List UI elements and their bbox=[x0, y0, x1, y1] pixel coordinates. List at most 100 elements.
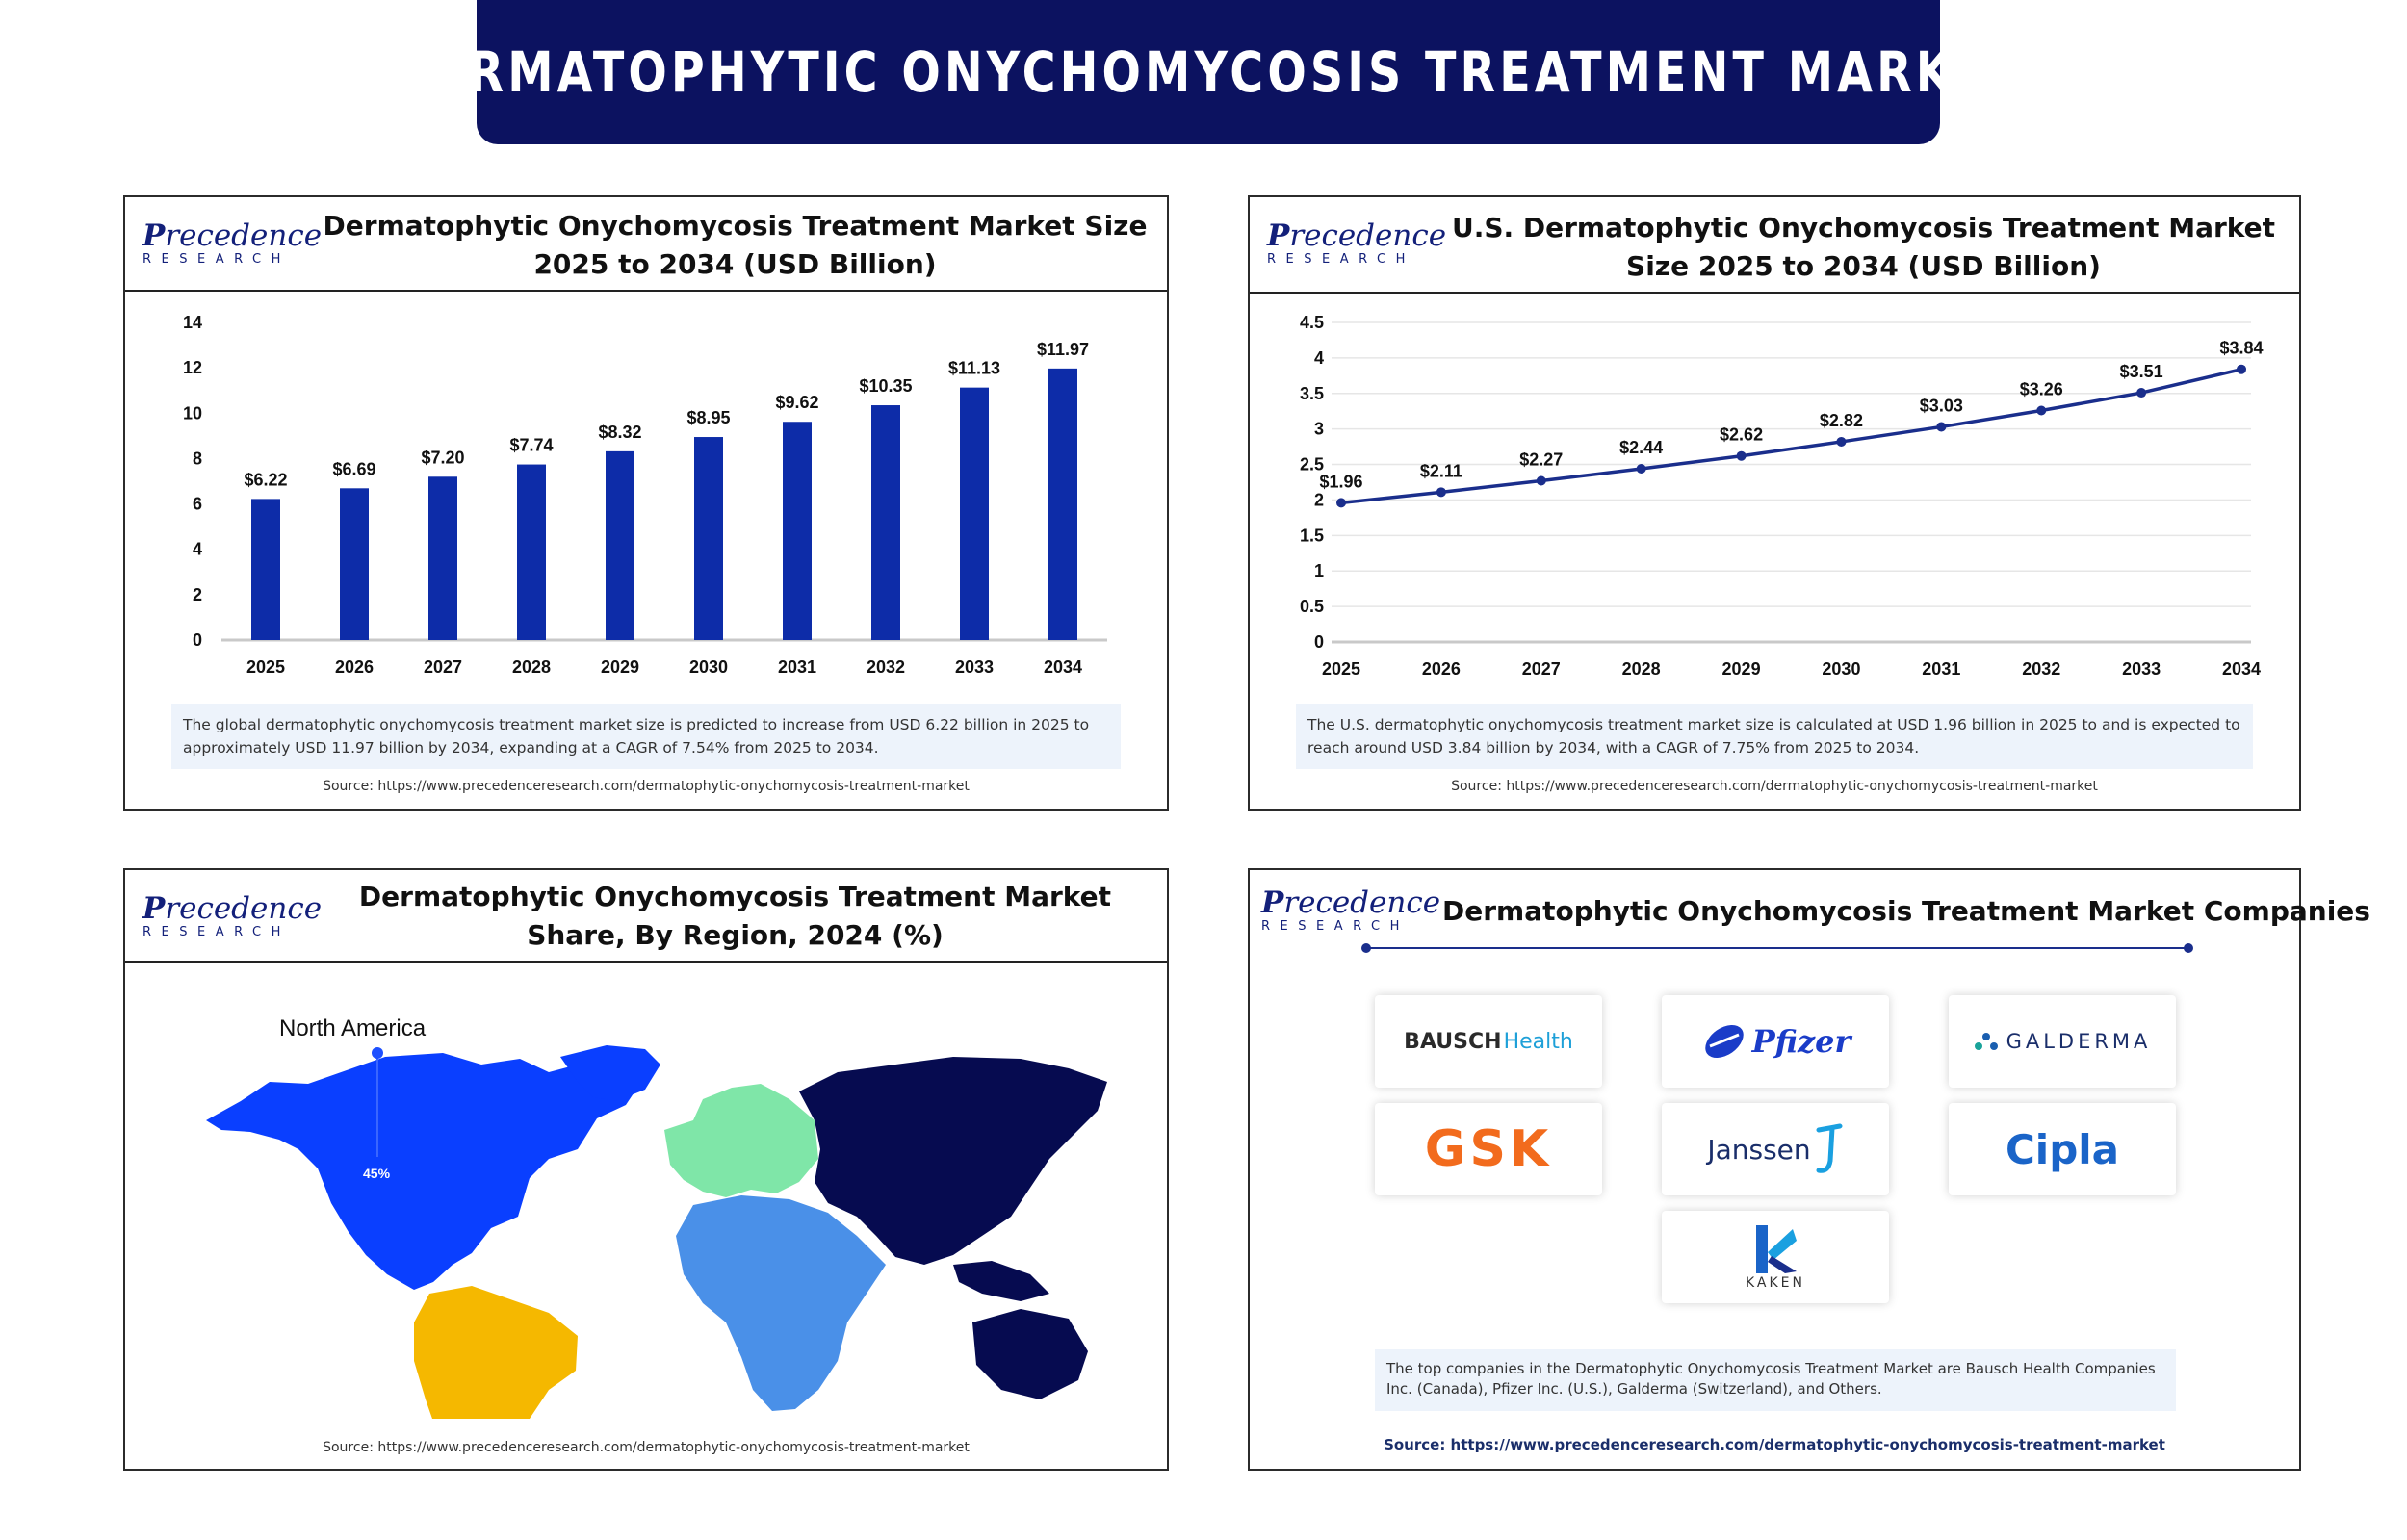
y-tick-label: 1.5 bbox=[1300, 526, 1324, 545]
title-underline bbox=[1365, 947, 2189, 949]
point-value-label: $2.11 bbox=[1420, 461, 1462, 480]
panel-companies: Precedence RESEARCH Dermatophytic Onycho… bbox=[1248, 868, 2370, 1471]
data-point bbox=[1936, 422, 1947, 432]
company-logo-gsk: GSK bbox=[1375, 1103, 1602, 1195]
region-southeast-asia bbox=[953, 1261, 1049, 1301]
line-chart: 0 0.5 1 1.5 2 2.5 3 3.5 4 4.5 $1.96 2025 $2.11 2026 $2… bbox=[1300, 313, 2264, 679]
panel-us-market-size: Precedence RESEARCH U.S. Dermatophytic O… bbox=[1248, 195, 2301, 811]
chart-summary-note: The global dermatophytic onychomycosis t… bbox=[171, 704, 1121, 769]
companies-title: Dermatophytic Onychomycosis Treatment Ma… bbox=[1442, 895, 2370, 927]
data-point bbox=[1636, 463, 1646, 474]
point-value-label: $2.82 bbox=[1820, 411, 1863, 430]
company-logo-pfizer: Pfizer bbox=[1662, 995, 1889, 1088]
panel-global-market-size: Precedence RESEARCH Dermatophytic Onycho… bbox=[123, 195, 1169, 811]
point-value-label: $2.27 bbox=[1519, 450, 1563, 470]
y-tick-label: 0 bbox=[1314, 632, 1324, 652]
company-logo-galderma: GALDERMA bbox=[1949, 995, 2176, 1088]
y-tick-label: 12 bbox=[183, 358, 202, 377]
region-north-america bbox=[206, 1053, 645, 1290]
precedence-logo: Precedence RESEARCH bbox=[1267, 218, 1447, 267]
world-map: North America 45% bbox=[206, 1015, 1107, 1419]
bar-value-label: $6.22 bbox=[244, 470, 287, 489]
x-tick-label: 2027 bbox=[424, 657, 462, 677]
bar bbox=[960, 387, 989, 640]
bar-value-label: $11.97 bbox=[1037, 340, 1089, 359]
point-value-label: $2.44 bbox=[1619, 438, 1663, 457]
x-tick-label: 2030 bbox=[689, 657, 728, 677]
point-value-label: $3.51 bbox=[2120, 362, 2163, 381]
y-tick-label: 4 bbox=[1314, 348, 1324, 368]
y-tick-label: 6 bbox=[193, 495, 202, 514]
janssen-swoosh-icon bbox=[1816, 1123, 1843, 1173]
y-tick-label: 10 bbox=[183, 403, 202, 423]
x-tick-label: 2025 bbox=[1322, 659, 1360, 679]
x-tick-label: 2032 bbox=[2022, 659, 2060, 679]
y-tick-label: 4.5 bbox=[1300, 313, 1324, 332]
x-tick-label: 2028 bbox=[512, 657, 551, 677]
region-greenland bbox=[560, 1045, 660, 1101]
y-tick-label: 8 bbox=[193, 449, 202, 468]
region-europe bbox=[664, 1084, 818, 1197]
bar-value-label: $8.32 bbox=[598, 423, 641, 442]
companies-note: The top companies in the Dermatophytic O… bbox=[1375, 1349, 2176, 1411]
data-point bbox=[2136, 388, 2147, 398]
region-oceania bbox=[972, 1309, 1088, 1399]
bar-value-label: $7.74 bbox=[509, 436, 553, 455]
x-tick-label: 2033 bbox=[955, 657, 994, 677]
point-value-label: $3.03 bbox=[1920, 396, 1963, 415]
y-tick-label: 1 bbox=[1314, 561, 1324, 580]
region-asia-pacific bbox=[799, 1057, 1107, 1265]
chart-title: U.S. Dermatophytic Onychomycosis Treatme… bbox=[1451, 212, 2276, 282]
panel-region-share: Precedence RESEARCH Dermatophytic Onycho… bbox=[123, 868, 1169, 1471]
company-logo-janssen: Janssen bbox=[1662, 1103, 1889, 1195]
banner-title: DERMATOPHYTIC ONYCHOMYCOSIS TREATMENT MA… bbox=[391, 39, 2026, 105]
series-line bbox=[1340, 367, 2242, 505]
data-point bbox=[1536, 475, 1546, 486]
x-tick-label: 2034 bbox=[2222, 659, 2261, 679]
y-tick-label: 2.5 bbox=[1300, 455, 1324, 475]
bar-value-label: $11.13 bbox=[948, 359, 1000, 378]
y-tick-label: 3.5 bbox=[1300, 384, 1324, 403]
underline-dot-right bbox=[2184, 943, 2193, 953]
point-value-label: $2.62 bbox=[1720, 425, 1763, 445]
y-tick-label: 4 bbox=[193, 540, 202, 559]
chart-title: Dermatophytic Onychomycosis Treatment Ma… bbox=[358, 881, 1112, 951]
panel-header: Precedence RESEARCH Dermatophytic Onycho… bbox=[125, 870, 1167, 962]
panel-header: Precedence RESEARCH U.S. Dermatophytic O… bbox=[1250, 197, 2299, 294]
x-tick-label: 2026 bbox=[335, 657, 374, 677]
data-point bbox=[1336, 498, 1346, 508]
x-tick-label: 2032 bbox=[867, 657, 905, 677]
x-tick-label: 2033 bbox=[2122, 659, 2161, 679]
bar-value-label: $9.62 bbox=[775, 393, 818, 412]
x-tick-label: 2031 bbox=[778, 657, 816, 677]
point-value-label: $3.84 bbox=[2219, 339, 2263, 358]
bar bbox=[694, 437, 723, 640]
bar-value-label: $10.35 bbox=[859, 376, 912, 396]
pfizer-pill-icon bbox=[1704, 1024, 1744, 1059]
source-line: Source: https://www.precedenceresearch.c… bbox=[1451, 779, 2098, 794]
x-tick-label: 2028 bbox=[1622, 659, 1661, 679]
data-point bbox=[2237, 364, 2246, 374]
y-tick-label: 2 bbox=[193, 585, 202, 604]
precedence-logo: Precedence RESEARCH bbox=[142, 891, 323, 939]
chart-title: Dermatophytic Onychomycosis Treatment Ma… bbox=[323, 210, 1148, 280]
banner: DERMATOPHYTIC ONYCHOMYCOSIS TREATMENT MA… bbox=[391, 0, 2022, 144]
region-middle-east-africa bbox=[676, 1195, 886, 1411]
data-point bbox=[1836, 436, 1847, 447]
underline-dot-left bbox=[1361, 943, 1371, 953]
map-region-label: North America bbox=[279, 1015, 427, 1041]
point-value-label: $1.96 bbox=[1319, 472, 1362, 491]
data-point bbox=[1436, 487, 1446, 498]
point-value-label: $3.26 bbox=[2020, 379, 2063, 398]
y-tick-label: 0 bbox=[193, 630, 202, 650]
chart-summary-note: The U.S. dermatophytic onychomycosis tre… bbox=[1296, 704, 2253, 769]
bar bbox=[871, 405, 900, 640]
data-point bbox=[1736, 450, 1747, 461]
source-line: Source: https://www.precedenceresearch.c… bbox=[323, 779, 970, 794]
map-pin-dot bbox=[372, 1047, 383, 1059]
x-tick-label: 2030 bbox=[1822, 659, 1860, 679]
map-region-value: 45% bbox=[363, 1166, 391, 1181]
bar bbox=[251, 499, 280, 640]
company-logo-cipla: Cipla bbox=[1949, 1103, 2176, 1195]
y-tick-label: 3 bbox=[1314, 420, 1324, 439]
